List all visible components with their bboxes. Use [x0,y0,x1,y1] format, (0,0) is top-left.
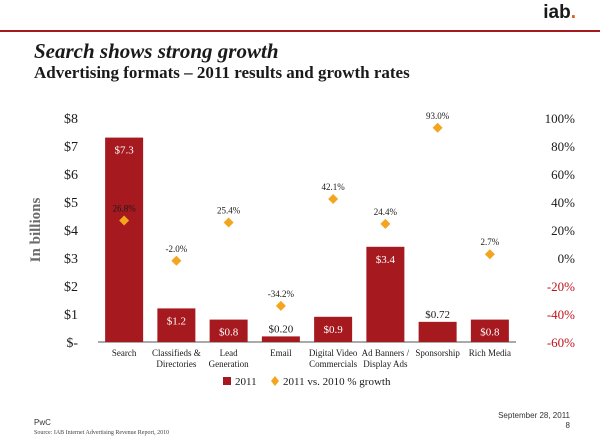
y-tick-label: $5 [64,196,78,211]
growth-value-label: 42.1% [322,182,346,192]
y-axis-title: In billions [28,198,44,263]
y-tick-label: $7 [64,140,78,155]
growth-marker-0 [119,215,130,226]
growth-value-label: 25.4% [217,205,241,215]
growth-marker-1 [171,255,182,266]
x-tick-label: Commercials [309,359,357,369]
y2-tick-label: 60% [551,167,575,182]
footer-date: September 28, 2011 [498,411,570,420]
bar-1 [157,308,196,342]
x-tick-label: Digital Video [309,348,358,358]
y2-tick-label: 80% [551,139,575,154]
growth-marker-4 [328,194,339,205]
growth-marker-7 [484,249,495,260]
footer-pwc: PwC [34,418,51,427]
x-tick-label: Sponsorship [415,348,460,358]
growth-marker-5 [380,218,391,229]
growth-value-label: 93.0% [426,111,450,121]
bar-6 [418,321,457,342]
x-tick-label: Rich Media [469,348,511,358]
slide-subtitle: Advertising formats – 2011 results and g… [34,63,410,82]
y-tick-label: $1 [64,308,78,323]
growth-value-label: 26.8% [113,203,137,213]
bar-value-label: $1.2 [167,315,186,327]
y-tick-label: $2 [64,280,78,295]
x-tick-label: Directories [156,359,196,369]
growth-marker-3 [275,300,286,311]
x-tick-label: Display Ads [363,359,408,369]
legend-label-growth: 2011 vs. 2010 % growth [283,376,391,388]
legend-label-bar: 2011 [235,376,257,388]
bar-value-label: $0.72 [425,309,450,321]
x-tick-label: Lead [220,348,238,358]
y2-tick-label: -20% [547,279,575,294]
bar-2 [209,319,248,342]
bar-4 [314,316,353,342]
growth-marker-2 [223,217,234,228]
x-tick-label: Generation [209,359,249,369]
footer-source: Source: IAB Internet Advertising Revenue… [34,430,170,436]
legend-swatch-growth [271,376,279,386]
bar-3 [261,336,300,342]
y2-tick-label: 40% [551,195,575,210]
y-tick-label: $3 [64,252,78,267]
bar-0 [105,137,144,342]
legend-swatch-bar [223,377,231,385]
slide-title: Search shows strong growth [34,39,279,63]
bar-value-label: $0.9 [324,324,344,336]
y-tick-label: $8 [64,112,78,127]
bar-value-label: $0.20 [269,323,294,335]
x-tick-label: Search [112,348,137,358]
bar-7 [470,319,509,342]
growth-marker-6 [432,122,443,133]
y-tick-label: $4 [64,224,78,239]
growth-value-label: 24.4% [374,207,398,217]
growth-value-label: 2.7% [481,237,500,247]
y2-tick-label: 20% [551,223,575,238]
x-tick-label: Ad Banners / [362,348,410,358]
x-tick-label: Classifieds & [152,348,201,358]
x-tick-label: Email [270,348,292,358]
bar-value-label: $3.4 [376,254,396,266]
iab-logo: iab. [543,2,576,23]
growth-value-label: -2.0% [166,244,188,254]
bar-value-label: $0.8 [480,327,500,339]
footer-page-number: 8 [565,421,570,430]
y2-tick-label: -60% [547,335,575,350]
y-tick-label: $- [66,336,78,351]
y-tick-label: $6 [64,168,78,183]
y2-tick-label: 0% [558,251,576,266]
bar-value-label: $7.3 [115,145,135,157]
growth-value-label: -34.2% [268,289,295,299]
header-rule [0,30,600,32]
bar-value-label: $0.8 [219,327,239,339]
y2-tick-label: -40% [547,307,575,322]
y2-tick-label: 100% [545,111,576,126]
bar-5 [366,246,405,342]
